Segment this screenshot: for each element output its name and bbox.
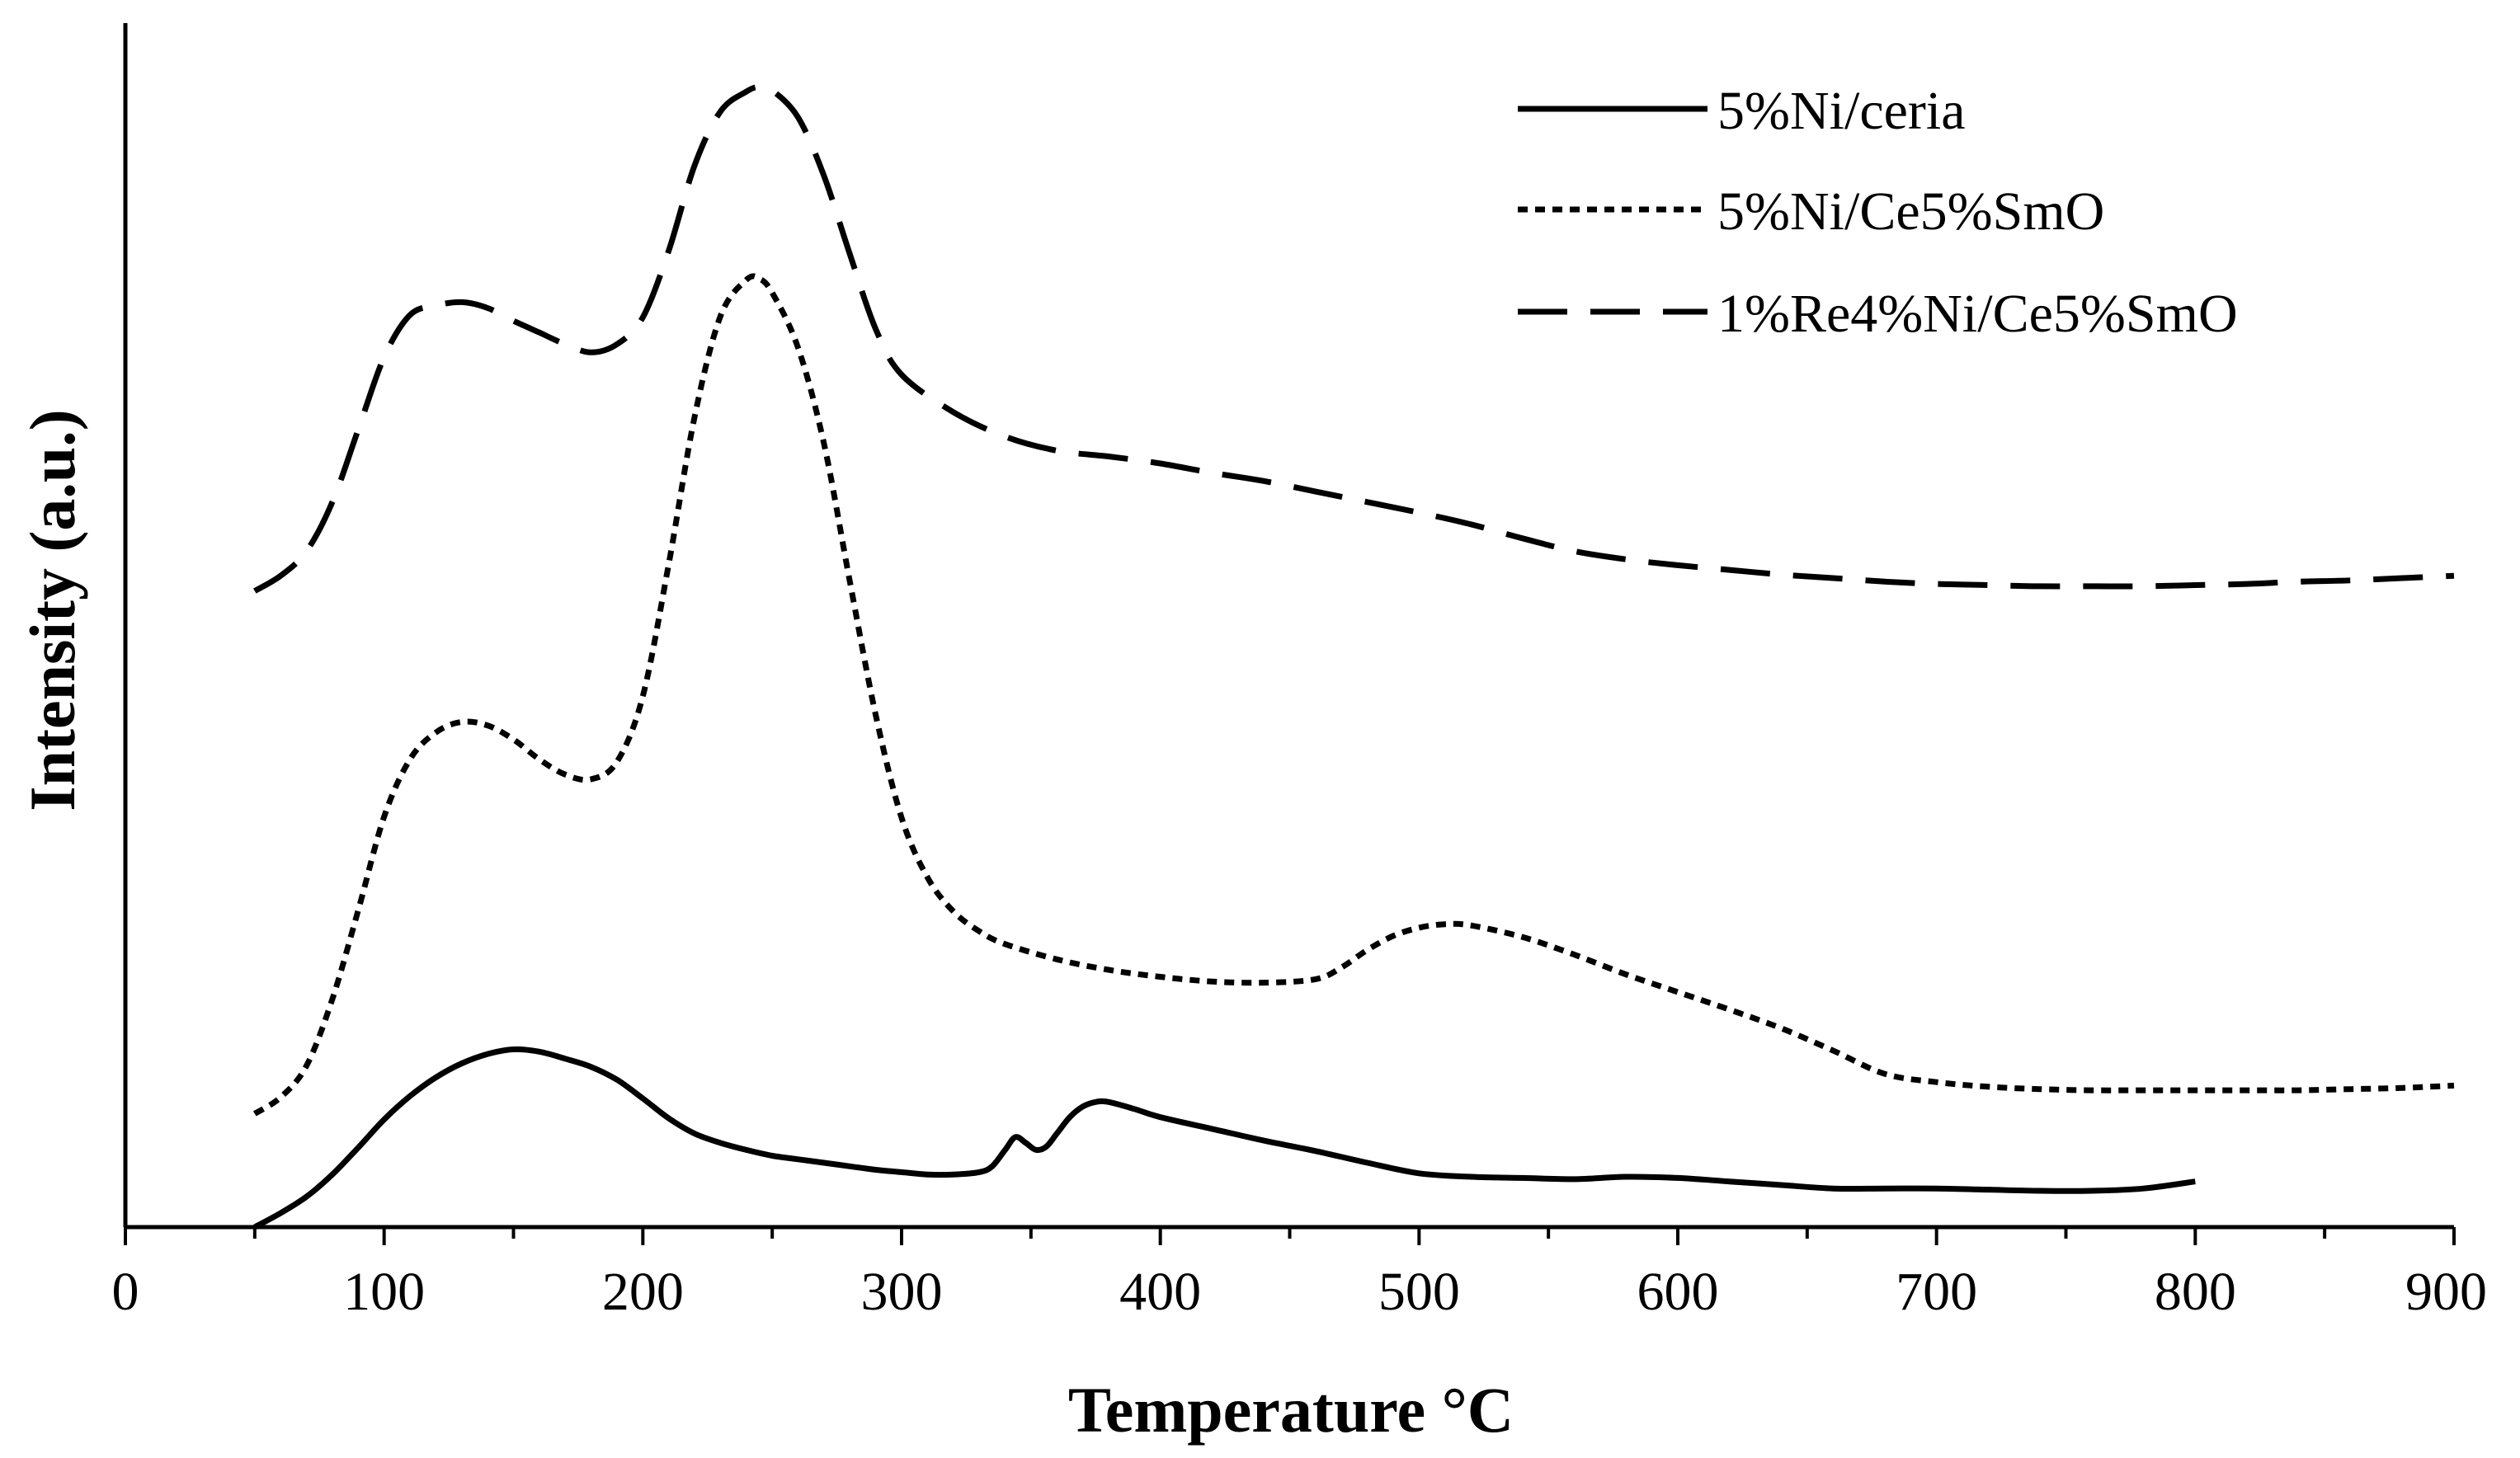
x-axis-ticks (124, 1227, 2456, 1245)
legend-label-1pct-re4pct-ni-ce5pct-smo: 1%Re4%Ni/Ce5%SmO (1717, 284, 2238, 344)
x-tick-label-700: 700 (1896, 1262, 1977, 1322)
series-5pct-ni-ceria (253, 1046, 2196, 1230)
y-axis-title: Intensity (a.u.) (16, 409, 88, 811)
series-1pct-re4pct-ni-ce5pct-smo (253, 83, 2455, 594)
legend-label-5pct-ni-ceria: 5%Ni/ceria (1717, 81, 1966, 141)
x-tick-label-300: 300 (861, 1262, 943, 1322)
x-tick-label-400: 400 (1119, 1262, 1201, 1322)
x-tick-label-600: 600 (1637, 1262, 1719, 1322)
data-series (252, 83, 2455, 1230)
x-tick-label-500: 500 (1378, 1262, 1460, 1322)
x-tick-label-800: 800 (2155, 1262, 2236, 1322)
x-tick-label-900: 900 (2405, 1262, 2487, 1322)
x-tick-label-200: 200 (602, 1262, 684, 1322)
x-tick-label-0: 0 (112, 1262, 139, 1322)
x-axis-title: Temperature °C (1068, 1374, 1514, 1446)
series-5pct-ni-ce5pct-smo (252, 273, 2455, 1117)
legend-label-5pct-ni-ce5pct-smo: 5%Ni/Ce5%SmO (1717, 181, 2104, 242)
x-tick-label-100: 100 (343, 1262, 425, 1322)
x-axis-tick-labels: 0 100 200 300 400 500 600 700 800 900 (112, 1262, 2488, 1322)
legend: 5%Ni/ceria 5%Ni/Ce5%SmO 1%Re4%Ni/Ce5%SmO (1518, 81, 2238, 344)
